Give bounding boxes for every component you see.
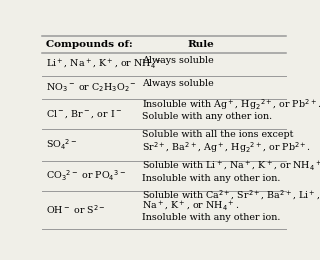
Text: Compounds of:: Compounds of: [46, 40, 133, 49]
Text: CO$_3$$^{2-}$ or PO$_4$$^{3-}$: CO$_3$$^{2-}$ or PO$_4$$^{3-}$ [46, 169, 126, 183]
Text: Soluble with all the ions except: Soluble with all the ions except [142, 130, 293, 139]
Text: SO$_4$$^{2-}$: SO$_4$$^{2-}$ [46, 138, 77, 152]
Text: Sr$^{2+}$, Ba$^{2+}$, Ag$^+$, Hg$_2$$^{2+}$, or Pb$^{2+}$.: Sr$^{2+}$, Ba$^{2+}$, Ag$^+$, Hg$_2$$^{2… [142, 140, 311, 155]
Text: NO$_3$$^-$ or C$_2$H$_3$O$_2$$^-$: NO$_3$$^-$ or C$_2$H$_3$O$_2$$^-$ [46, 81, 137, 94]
Text: Always soluble: Always soluble [142, 79, 213, 88]
Text: Insoluble with any other ion.: Insoluble with any other ion. [142, 174, 280, 183]
Text: Li$^+$, Na$^+$, K$^+$, or NH$_4$$^+$: Li$^+$, Na$^+$, K$^+$, or NH$_4$$^+$ [46, 58, 163, 71]
Text: Insoluble with Ag$^+$, Hg$_2$$^{2+}$, or Pb$^{2+}$.: Insoluble with Ag$^+$, Hg$_2$$^{2+}$, or… [142, 97, 320, 112]
Text: Na$^+$, K$^+$, or NH$_4$$^+$.: Na$^+$, K$^+$, or NH$_4$$^+$. [142, 200, 239, 213]
Text: Soluble with Ca$^{2+}$, Sr$^{2+}$, Ba$^{2+}$, Li$^+$,: Soluble with Ca$^{2+}$, Sr$^{2+}$, Ba$^{… [142, 189, 320, 202]
Text: Insoluble with any other ion.: Insoluble with any other ion. [142, 213, 280, 222]
Text: Rule: Rule [188, 40, 215, 49]
Text: Soluble with Li$^+$, Na$^+$, K$^+$, or NH$_4$$^+$.: Soluble with Li$^+$, Na$^+$, K$^+$, or N… [142, 160, 320, 173]
Text: OH$^-$ or S$^{2-}$: OH$^-$ or S$^{2-}$ [46, 203, 106, 216]
Text: Soluble with any other ion.: Soluble with any other ion. [142, 112, 272, 121]
Text: Cl$^-$, Br$^-$, or I$^-$: Cl$^-$, Br$^-$, or I$^-$ [46, 108, 123, 120]
Text: Always soluble: Always soluble [142, 56, 213, 65]
